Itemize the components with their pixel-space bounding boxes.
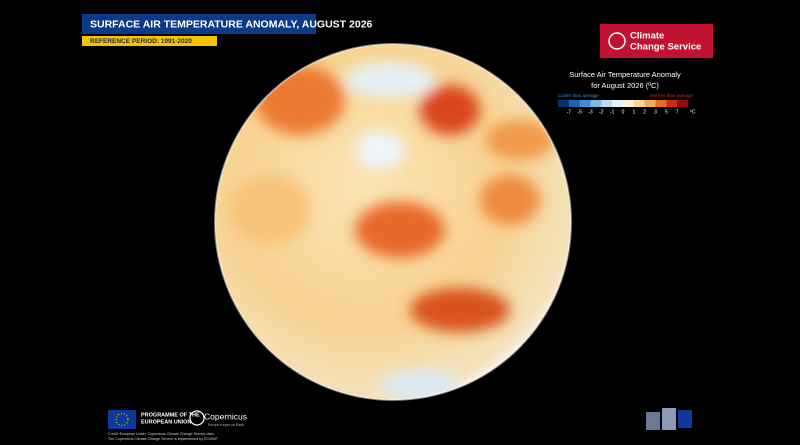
legend-tick-label: -7	[567, 109, 572, 115]
logo-box	[600, 24, 713, 58]
credit: Credit: European Union, Copernicus Clima…	[108, 432, 214, 436]
colorbar-segment	[590, 100, 602, 107]
legend-tick-label: -1	[610, 109, 615, 115]
patch	[230, 175, 310, 245]
legend-title: for August 2026 (ºC)	[591, 81, 659, 90]
logo-text: Change Service	[630, 42, 701, 53]
globe-rim	[214, 43, 572, 401]
patch	[380, 370, 460, 400]
footer: PROGRAMME OF THE EUROPEAN UNION Copernic…	[108, 408, 692, 441]
legend-tick-label: -5	[577, 109, 582, 115]
patch	[480, 175, 540, 225]
colorbar-segment	[677, 100, 689, 107]
logo-icon	[608, 32, 626, 50]
legend-tick-label: 0	[622, 109, 625, 115]
legend-tick-label: 5	[665, 109, 668, 115]
title: SURFACE AIR TEMPERATURE ANOMALY, AUGUST …	[90, 18, 373, 30]
ec-logo	[662, 408, 676, 430]
ec-logo	[646, 412, 660, 430]
copernicus-icon	[189, 410, 205, 426]
legend-tick-label: 7	[676, 109, 679, 115]
legend-tick-label: 3	[654, 109, 657, 115]
legend: Surface Air Temperature Anomaly for Augu…	[558, 70, 696, 115]
colorbar-segment	[644, 100, 656, 107]
title-bar	[82, 14, 316, 34]
patch	[420, 85, 480, 135]
colorbar-segment	[633, 100, 645, 107]
ec-logo	[678, 410, 692, 428]
colorbar-segment	[558, 100, 570, 107]
patch	[345, 62, 435, 98]
patch	[485, 120, 555, 160]
subtitle-bar	[82, 36, 217, 46]
legend-title: Surface Air Temperature Anomaly	[569, 70, 681, 79]
subtitle: REFERENCE PERIOD: 1991-2020	[90, 38, 192, 45]
colorbar-segment	[612, 100, 624, 107]
colorbar-segment	[568, 100, 580, 107]
eu-stars	[115, 412, 129, 427]
legend-tick-label: 1	[632, 109, 635, 115]
patch	[355, 130, 405, 170]
legend-cooler: Cooler than average	[558, 93, 599, 98]
legend-tick-label: -3	[588, 109, 593, 115]
colorbar-segment	[601, 100, 613, 107]
copernicus-tagline: Europe's eyes on Earth	[208, 423, 244, 427]
patch	[355, 202, 445, 258]
programme-text: PROGRAMME OF THE	[141, 412, 200, 418]
eu-flag	[108, 410, 136, 429]
globe	[214, 43, 572, 401]
patch	[410, 288, 510, 332]
colorbar-segment	[666, 100, 678, 107]
logo-text: Climate	[630, 31, 664, 42]
credit: The Copernicus Climate Change Service is…	[108, 437, 218, 441]
copernicus-text: Copernicus	[204, 411, 247, 421]
programme-text: EUROPEAN UNION	[141, 419, 191, 425]
legend-tick-label: 2	[643, 109, 646, 115]
colorbar-segment	[579, 100, 591, 107]
legend-unit: ºC	[690, 109, 696, 115]
colorbar-segment	[623, 100, 635, 107]
colorbar-segment	[655, 100, 667, 107]
legend-tick-label: -2	[599, 109, 604, 115]
legend-warmer: Warmer than average	[650, 93, 694, 98]
